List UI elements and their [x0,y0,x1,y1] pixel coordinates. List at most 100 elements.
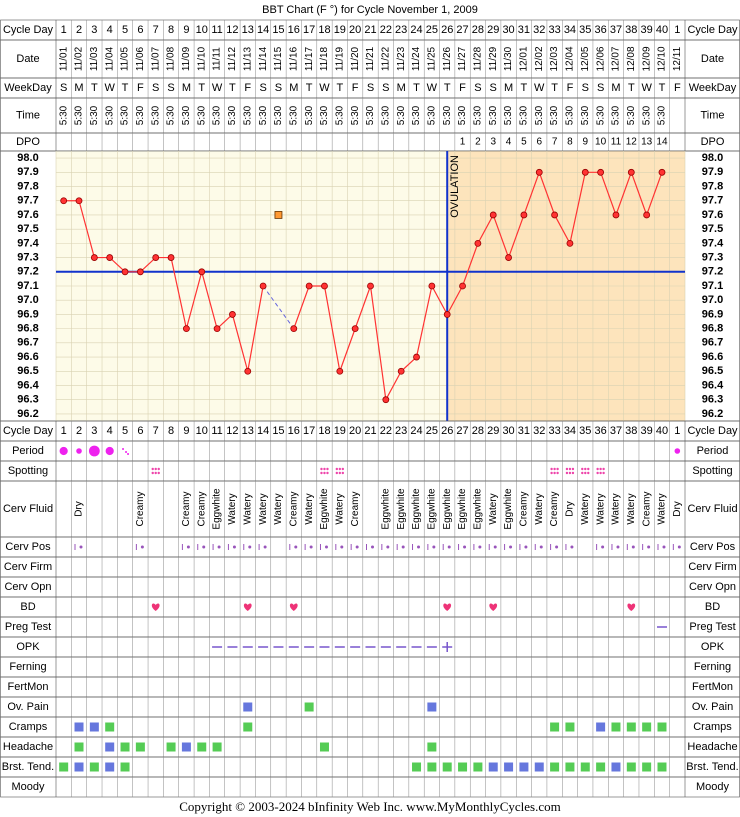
time: 5:30 [150,105,161,125]
time: 5:30 [427,105,438,125]
spot-dot [581,471,584,475]
date: 11/22 [380,46,391,71]
time: 5:30 [104,105,115,125]
y-tick-label: 97.9 [702,166,723,178]
cerv-fluid: Creamy [549,491,560,526]
dpo: 1 [460,137,466,148]
date: 12/03 [549,46,560,71]
date: 12/07 [611,46,622,71]
spot-dot [335,467,339,471]
cerv-fluid: Creamy [350,491,361,526]
time: 5:30 [166,105,177,125]
row-label: BD [705,601,720,613]
symptom-box [504,762,514,772]
time: 5:30 [473,105,484,125]
time: 5:30 [626,105,637,125]
spot-dot [584,471,587,475]
date: 11/30 [503,46,514,71]
symptom-box [105,742,115,752]
spot-dot [151,467,154,471]
weekday: M [289,82,298,94]
dpo: 2 [475,137,481,148]
cerv-pos-dot [447,545,451,549]
temp-point [627,168,635,176]
row-label: Headache [687,741,737,753]
temp-point [75,197,83,205]
symptom-box [488,762,498,772]
row-label: Ferning [694,661,731,673]
temp-point [489,211,497,219]
bd-heart [151,603,160,611]
symptom-box [212,742,222,752]
symptom-box [657,722,667,732]
row-label: OPK [16,641,40,653]
symptom-box [120,742,130,752]
cerv-fluid: Watery [227,493,238,524]
spot-dot [599,471,602,475]
cycle-day: 12 [226,24,238,36]
symptom-box [626,762,636,772]
symptom-box [565,762,575,772]
time: 5:30 [442,105,453,125]
symptom-box [105,762,115,772]
symptom-box [657,762,667,772]
dpo: 3 [490,137,496,148]
cerv-fluid: Watery [242,493,253,524]
temp-point [551,211,558,219]
temp-point [259,282,267,290]
spot-dot [587,471,590,475]
time: 5:30 [242,105,253,125]
y-tick-label: 96.8 [17,323,38,335]
weekday: S [474,82,481,94]
spot-dot [326,471,329,475]
spot-dot [587,467,590,471]
cycle-day: 18 [318,24,330,36]
cycle-day: 32 [533,425,545,437]
weekday: F [244,82,251,94]
period-mark [105,446,114,456]
cerv-pos-dot [539,545,543,549]
cycle-day: 19 [334,425,346,437]
cerv-fluid: Watery [273,493,284,524]
cycle-day: 17 [303,24,315,36]
temp-point [290,325,298,333]
cerv-pos-dot [386,545,390,549]
time: 5:30 [89,105,100,125]
symptom-box [458,762,468,772]
cerv-fluid: Eggwhite [319,488,330,530]
date: 11/11 [212,47,223,71]
time: 5:30 [565,105,576,125]
spot-dot [553,467,556,471]
temp-point [90,254,98,261]
temp-point [474,239,482,247]
date: 12/04 [565,46,576,71]
time: 5:30 [380,105,391,125]
footer: Copyright © 2003-2024 bInfinity Web Inc.… [179,799,560,814]
row-label: Cycle Day [687,425,738,437]
cycle-day: 16 [288,425,300,437]
symptom-box [580,762,590,772]
y-tick-label: 96.6 [702,351,723,363]
weekday: T [551,82,558,94]
row-label: Headache [3,741,53,753]
y-tick-label: 97.8 [702,180,723,192]
cerv-fluid: Creamy [196,491,207,526]
period-dot [125,451,128,453]
spot-dot [338,471,342,475]
time: 5:30 [457,105,468,125]
y-tick-label: 97.5 [17,223,38,235]
ovulation-label: OVULATION [449,155,461,218]
spot-dot [568,471,572,475]
y-tick-label: 97.0 [17,294,38,306]
cycle-day: 1 [674,425,680,437]
cycle-day: 35 [579,24,591,36]
cycle-day: 37 [610,425,622,437]
temp-point [106,254,114,261]
symptom-box [642,762,652,772]
cycle-day: 4 [107,24,113,36]
time: 5:30 [534,105,545,125]
spot-dot [338,467,342,471]
weekday: T [336,82,343,94]
cerv-pos-dot [524,545,528,549]
cerv-fluid: Watery [611,493,622,524]
